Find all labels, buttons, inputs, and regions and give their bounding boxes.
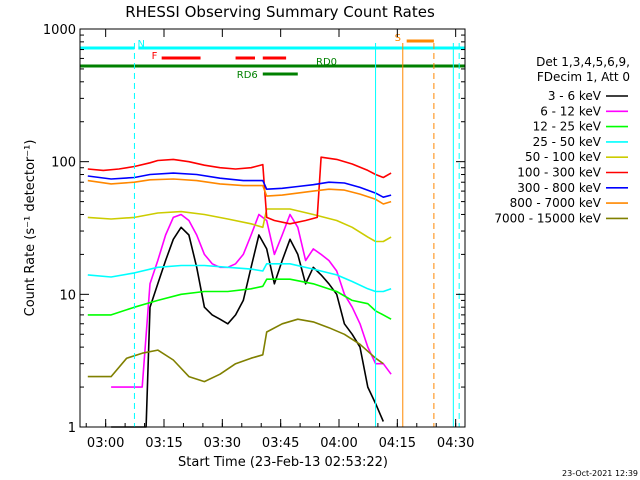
series-line-5 (87, 156, 392, 225)
flag-label-s: S (395, 33, 401, 44)
chart-title: RHESSI Observing Summary Count Rates (125, 3, 435, 21)
series-line-6 (87, 172, 392, 198)
timestamp: 23-Oct-2021 12:39 (562, 469, 638, 478)
series-line-3 (87, 262, 392, 293)
x-axis-label: Start Time (23-Feb-13 02:53:22) (178, 455, 388, 470)
legend-entry-label: 300 - 800 keV (517, 181, 601, 195)
series-line-1 (111, 213, 392, 388)
series-line-0 (111, 226, 385, 428)
legend-header-line: FDecim 1, Att 0 (537, 70, 630, 84)
y-tick-label: 1000 (43, 23, 76, 38)
legend-entry-label: 50 - 100 keV (525, 150, 602, 164)
legend-entry-label: 800 - 7000 keV (510, 196, 602, 210)
x-tick-label: 03:15 (145, 436, 182, 451)
x-tick-label: 03:30 (204, 436, 241, 451)
flag-label-rd0: RD0 (316, 57, 337, 68)
flag-label-f: F (152, 51, 158, 62)
x-tick-label: 04:30 (437, 436, 474, 451)
x-axis-ticks: 03:00 03:15 03:30 03:45 04:00 04:15 04:30 (85, 29, 474, 451)
legend: Det 1,3,4,5,6,9,FDecim 1, Att 0 3 - 6 keV… (494, 55, 630, 225)
series-line-4 (87, 208, 392, 243)
legend-entry-label: 6 - 12 keV (540, 104, 602, 118)
series-lines (87, 156, 392, 428)
legend-entry-label: 7000 - 15000 keV (494, 211, 601, 225)
x-tick-label: 04:15 (379, 436, 416, 451)
series-line-2 (87, 278, 392, 320)
legend-entry-label: 3 - 6 keV (548, 89, 602, 103)
legend-entry-label: 25 - 50 keV (533, 135, 602, 149)
legend-header-line: Det 1,3,4,5,6,9, (536, 55, 630, 69)
series-line-8 (87, 318, 384, 383)
series-line-7 (87, 178, 392, 205)
event-lines (133, 43, 460, 427)
x-tick-label: 03:45 (262, 436, 299, 451)
y-tick-label: 1 (68, 421, 76, 436)
y-tick-label: 100 (51, 156, 76, 171)
y-axis-label: Count Rate (s⁻¹ detector⁻¹) (23, 140, 38, 317)
legend-entry-label: 12 - 25 keV (533, 120, 602, 134)
legend-entry-label: 100 - 300 keV (517, 166, 601, 180)
x-tick-label: 04:00 (320, 436, 357, 451)
plot-frame (79, 28, 466, 428)
x-tick-label: 03:00 (87, 436, 124, 451)
flag-bars: NF RD0 RD6 S (80, 33, 465, 81)
y-tick-label: 10 (59, 288, 76, 303)
flag-label-n: N (137, 39, 144, 50)
flag-label-rd6: RD6 (237, 70, 258, 81)
y-axis-ticks: 1 10 100 1000 (43, 23, 465, 436)
